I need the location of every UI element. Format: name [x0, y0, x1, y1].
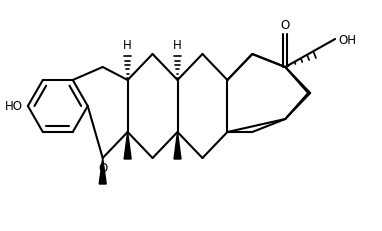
- Text: O: O: [98, 161, 107, 174]
- Polygon shape: [174, 132, 181, 159]
- Polygon shape: [99, 158, 106, 184]
- Text: OH: OH: [338, 33, 356, 46]
- Text: HO: HO: [5, 100, 23, 113]
- Text: H: H: [123, 39, 132, 52]
- Polygon shape: [124, 132, 131, 159]
- Text: O: O: [281, 19, 290, 32]
- Text: H: H: [173, 39, 182, 52]
